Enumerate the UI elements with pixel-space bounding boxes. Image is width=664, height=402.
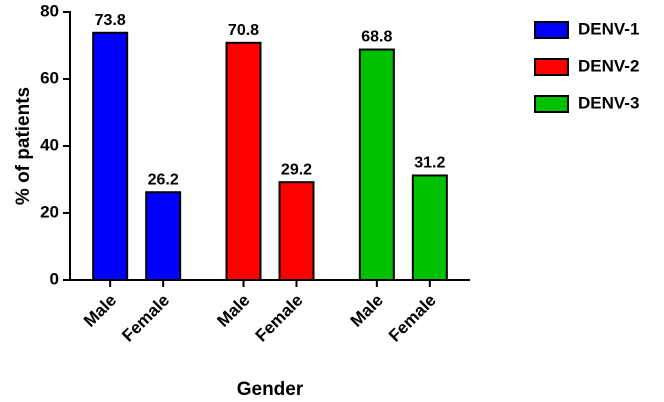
legend-swatch: [534, 58, 569, 76]
x-tick-label: Female: [252, 291, 307, 346]
value-label: 31.2: [414, 155, 445, 172]
y-tick-label: 40: [40, 135, 59, 154]
bar: [358, 48, 395, 281]
x-tick-label: Male: [80, 291, 120, 331]
x-tick-label: Male: [347, 291, 387, 331]
value-label: 70.8: [228, 22, 259, 39]
bar: [225, 41, 262, 281]
x-tick-label: Female: [385, 291, 440, 346]
y-tick-label: 80: [40, 1, 59, 20]
value-label: 29.2: [281, 161, 312, 178]
bar: [411, 174, 448, 281]
bar: [278, 181, 315, 281]
bar: [92, 31, 129, 281]
legend-label: DENV-3: [578, 93, 639, 112]
y-axis-title: % of patients: [13, 87, 34, 205]
legend-label: DENV-1: [578, 19, 639, 38]
legend-swatch: [534, 95, 569, 113]
bar: [145, 191, 182, 281]
y-tick-label: 0: [50, 269, 59, 288]
legend-label: DENV-2: [578, 56, 639, 75]
x-axis-title: Gender: [237, 379, 304, 400]
y-tick-label: 60: [40, 68, 59, 87]
x-tick-label: Female: [118, 291, 173, 346]
x-tick-label: Male: [213, 291, 253, 331]
value-label: 68.8: [361, 29, 392, 46]
value-label: 73.8: [95, 12, 126, 29]
y-tick-label: 20: [40, 202, 59, 221]
value-label: 26.2: [148, 171, 179, 188]
legend-swatch: [534, 21, 569, 39]
